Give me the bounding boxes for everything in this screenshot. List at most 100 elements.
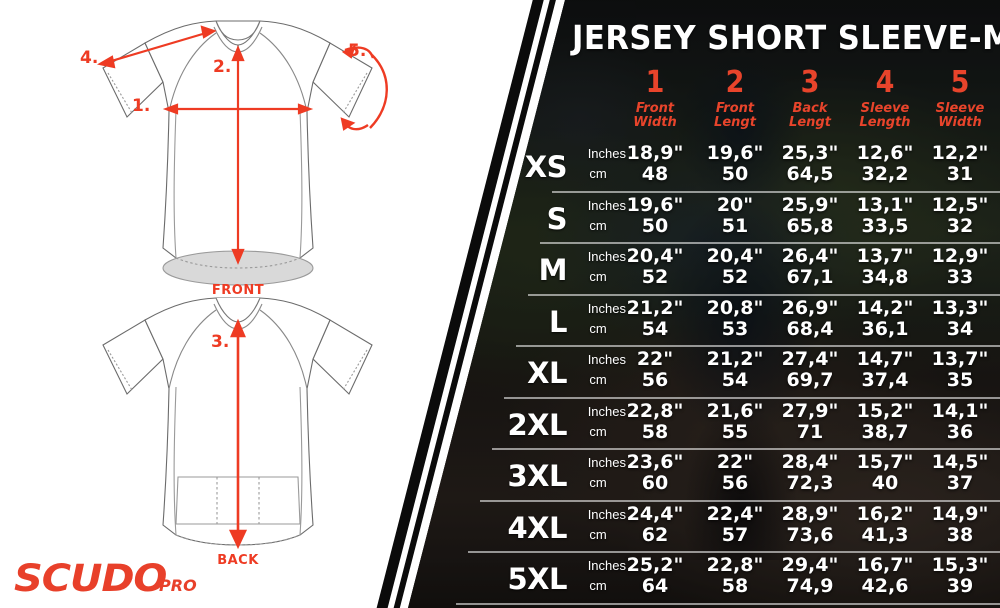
unit-label-cm: cm xyxy=(589,217,607,233)
column-name-2: Front Lengt xyxy=(714,101,756,130)
cell-cm-l-c1: 54 xyxy=(641,317,669,340)
cell-inches-3xl-c4: 15,7" xyxy=(856,451,914,473)
cell-inches-m-c5: 12,9" xyxy=(931,245,989,267)
cell-cm-5xl-c4: 42,6 xyxy=(861,575,909,597)
cell-inches-s-c2: 20" xyxy=(716,193,754,216)
cell-cm-2xl-c2: 55 xyxy=(721,420,749,443)
unit-label-inches: Inches xyxy=(587,352,626,367)
marker-2-label: 2. xyxy=(213,57,232,77)
column-number-4: 4 xyxy=(875,65,895,100)
size-label-3xl: 3XL xyxy=(507,459,567,493)
unit-label-cm: cm xyxy=(589,372,607,387)
cell-cm-4xl-c2: 57 xyxy=(721,523,749,546)
row-separator xyxy=(504,396,1000,399)
column-header-4: 4 Sleeve Length xyxy=(840,68,930,129)
marker-1-label: 1. xyxy=(132,96,151,116)
marker-5-label: 5. xyxy=(348,41,367,61)
table-row: XS Inches cm 18,9" 19,6" 25,3" 12,6" 12,2" 48 50 6… xyxy=(0,141,1000,193)
cell-inches-2xl-c4: 15,2" xyxy=(856,399,914,422)
unit-label-inches: Inches xyxy=(587,506,626,522)
cell-cm-2xl-c1: 58 xyxy=(641,420,669,443)
cell-cm-xs-c2: 50 xyxy=(721,163,749,185)
cell-inches-xs-c3: 25,3" xyxy=(781,142,839,164)
cell-cm-2xl-c5: 36 xyxy=(946,420,974,443)
column-number-5: 5 xyxy=(950,65,970,100)
table-row: 5XL Inches cm 25,2" 22,8" 29,4" 16,7" 15,3" 64 58… xyxy=(0,553,1000,605)
table-row: 2XL Inches cm 22,8" 21,6" 27,9" 15,2" 14,1" 58 55… xyxy=(0,399,1000,450)
row-separator xyxy=(552,190,1000,193)
cell-cm-s-c2: 51 xyxy=(721,214,749,237)
cell-cm-2xl-c3: 71 xyxy=(796,420,824,443)
cell-cm-3xl-c2: 56 xyxy=(721,472,749,494)
cell-cm-2xl-c4: 38,7 xyxy=(861,420,909,443)
column-header-3: 3 Back Lengt xyxy=(765,68,855,129)
cell-inches-xl-c5: 13,7" xyxy=(931,348,989,370)
back-measure-arrow xyxy=(228,318,248,550)
row-separator xyxy=(456,602,1000,605)
unit-label-inches: Inches xyxy=(587,300,626,316)
cell-inches-3xl-c1: 23,6" xyxy=(626,451,684,473)
column-name-5: Sleeve Width xyxy=(935,101,985,130)
brand-name: SCUDO xyxy=(14,557,167,600)
cell-inches-4xl-c3: 28,9" xyxy=(781,502,839,525)
unit-label-cm: cm xyxy=(589,166,607,181)
cell-cm-xl-c2: 54 xyxy=(721,369,749,391)
column-number-3: 3 xyxy=(800,65,820,100)
cell-inches-5xl-c4: 16,7" xyxy=(856,554,914,576)
unit-label-cm: cm xyxy=(589,423,607,439)
cell-cm-3xl-c4: 40 xyxy=(871,472,899,494)
cell-inches-xl-c4: 14,7" xyxy=(856,348,914,370)
cell-inches-2xl-c5: 14,1" xyxy=(931,399,989,422)
cell-inches-xs-c5: 12,2" xyxy=(931,142,989,164)
front-measure-arrows xyxy=(96,25,388,265)
marker-4-label: 4. xyxy=(80,48,99,68)
table-row: XL Inches cm 22" 21,2" 27,4" 14,7" 13,7" 56 54 69,… xyxy=(0,347,1000,399)
column-header-2: 2 Front Lengt xyxy=(690,68,780,129)
cell-inches-s-c1: 19,6" xyxy=(626,193,684,216)
cell-cm-m-c3: 67,1 xyxy=(786,266,834,288)
size-table: XS Inches cm 18,9" 19,6" 25,3" 12,6" 12,2" 48 50 6… xyxy=(0,141,1000,605)
cell-cm-m-c4: 34,8 xyxy=(861,266,909,288)
cell-inches-l-c1: 21,2" xyxy=(626,296,684,319)
cell-inches-4xl-c1: 24,4" xyxy=(626,502,684,525)
cell-inches-3xl-c3: 28,4" xyxy=(781,451,839,473)
cell-cm-5xl-c2: 58 xyxy=(721,575,749,597)
cell-inches-4xl-c5: 14,9" xyxy=(931,502,989,525)
cell-cm-s-c4: 33,5 xyxy=(861,214,909,237)
cell-inches-4xl-c2: 22,4" xyxy=(706,502,764,525)
size-label-m: M xyxy=(538,253,568,287)
cell-inches-l-c3: 26,9" xyxy=(781,296,839,319)
table-row: S Inches cm 19,6" 20" 25,9" 13,1" 12,5" 50 51 65,8… xyxy=(0,193,1000,244)
cell-inches-m-c1: 20,4" xyxy=(626,245,684,267)
unit-label-inches: Inches xyxy=(587,249,626,264)
cell-inches-s-c4: 13,1" xyxy=(856,193,914,216)
cell-cm-3xl-c1: 60 xyxy=(641,472,669,494)
unit-label-cm: cm xyxy=(589,269,607,284)
cell-inches-5xl-c5: 15,3" xyxy=(931,554,989,576)
cell-inches-2xl-c2: 21,6" xyxy=(706,399,764,422)
cell-cm-3xl-c5: 37 xyxy=(946,472,974,494)
cell-cm-xl-c1: 56 xyxy=(641,369,669,391)
table-row: 4XL Inches cm 24,4" 22,4" 28,9" 16,2" 14,9" 62 57… xyxy=(0,502,1000,553)
cell-cm-xs-c5: 31 xyxy=(946,163,974,185)
cell-cm-4xl-c5: 38 xyxy=(946,523,974,546)
cell-cm-l-c4: 36,1 xyxy=(861,317,909,340)
cell-cm-xl-c5: 35 xyxy=(946,369,974,391)
cell-cm-5xl-c1: 64 xyxy=(641,575,669,597)
table-row: L Inches cm 21,2" 20,8" 26,9" 14,2" 13,3" 54 53 68… xyxy=(0,296,1000,347)
cell-inches-3xl-c2: 22" xyxy=(716,451,754,473)
unit-label-cm: cm xyxy=(589,526,607,542)
cell-inches-xl-c3: 27,4" xyxy=(781,348,839,370)
cell-inches-m-c3: 26,4" xyxy=(781,245,839,267)
column-name-1: Front Width xyxy=(633,101,677,130)
cell-inches-s-c5: 12,5" xyxy=(931,193,989,216)
jersey-illustrations xyxy=(96,20,388,550)
cell-inches-l-c2: 20,8" xyxy=(706,296,764,319)
cell-cm-s-c5: 32 xyxy=(946,214,974,237)
table-row: 3XL Inches cm 23,6" 22" 28,4" 15,7" 14,5" 60 56 72… xyxy=(0,450,1000,502)
cell-inches-2xl-c3: 27,9" xyxy=(781,399,839,422)
size-label-4xl: 4XL xyxy=(507,510,567,545)
cell-cm-4xl-c3: 73,6 xyxy=(786,523,834,546)
row-separator xyxy=(516,345,1000,347)
